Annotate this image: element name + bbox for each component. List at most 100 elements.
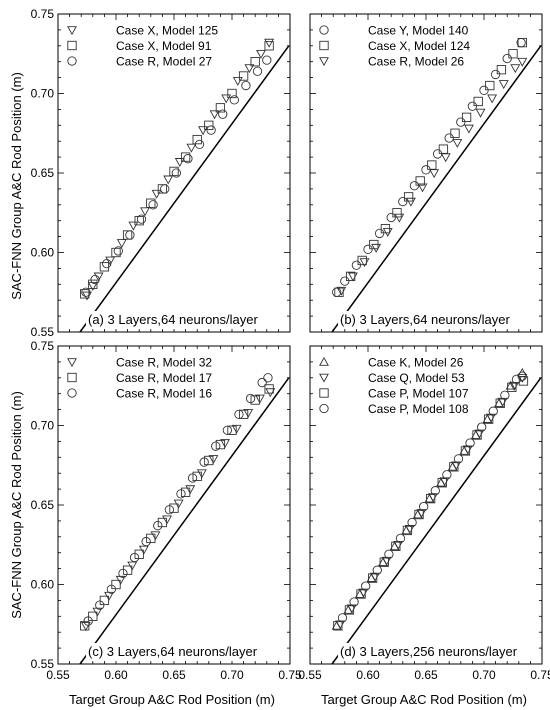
data-point	[372, 565, 382, 575]
data-point	[125, 230, 135, 240]
data-point	[419, 501, 429, 512]
data-point	[429, 169, 440, 179]
legend-marker	[319, 388, 329, 398]
data-point	[209, 110, 220, 120]
data-point	[80, 621, 90, 631]
data-point	[208, 455, 219, 465]
x-axis-title-left: Target Group A&C Rod Position (m)	[69, 692, 275, 707]
series-3	[83, 373, 273, 626]
data-point	[194, 139, 205, 150]
data-point	[518, 376, 529, 386]
series-3	[336, 57, 528, 296]
panel-annotation: (a) 3 Layers,64 neurons/layer	[88, 312, 258, 327]
panel-annotation: (c) 3 Layers,64 neurons/layer	[88, 644, 258, 659]
data-point	[407, 517, 417, 528]
y-tick-label: 0.75	[31, 7, 55, 21]
data-point	[384, 549, 394, 559]
x-tick-label: 0.75	[530, 668, 550, 682]
data-point	[517, 371, 527, 381]
data-point	[349, 597, 359, 607]
data-point	[80, 289, 90, 299]
data-point	[227, 425, 237, 435]
data-point	[340, 276, 350, 286]
y-tick-label: 0.70	[31, 419, 55, 433]
data-point	[371, 243, 382, 253]
data-point	[444, 133, 454, 143]
data-point	[204, 455, 214, 466]
data-point	[171, 168, 181, 178]
data-point	[500, 390, 510, 400]
data-point	[265, 388, 276, 398]
reference-line	[79, 45, 290, 333]
data-point	[430, 486, 440, 496]
legend-marker	[67, 40, 77, 51]
data-point	[150, 531, 161, 541]
data-point	[183, 154, 193, 164]
data-point	[374, 228, 385, 239]
data-point	[452, 138, 463, 148]
data-point	[472, 430, 482, 440]
legend-label: Case R, Model 32	[116, 356, 212, 370]
data-point	[386, 212, 396, 223]
data-point	[99, 595, 110, 606]
data-point	[405, 197, 416, 207]
annotation-backing	[86, 311, 282, 329]
x-tick-label: 0.70	[220, 668, 244, 682]
data-point	[414, 509, 424, 520]
data-point	[220, 439, 231, 449]
legend-label: Case R, Model 17	[116, 371, 212, 385]
data-point	[438, 144, 449, 154]
annotation-backing	[86, 643, 282, 661]
data-point	[176, 489, 186, 499]
series-1	[80, 388, 276, 631]
data-point	[460, 446, 471, 456]
data-point	[510, 64, 521, 74]
data-point	[134, 216, 144, 226]
data-point	[187, 473, 198, 483]
series-2	[334, 37, 527, 297]
series-2	[80, 41, 274, 299]
data-point	[211, 441, 221, 451]
data-point	[204, 120, 214, 130]
data-point	[83, 616, 93, 626]
data-point	[432, 149, 443, 159]
data-point	[356, 589, 366, 599]
data-point	[198, 126, 208, 136]
data-point	[134, 549, 144, 559]
legend-marker	[319, 403, 329, 414]
data-point	[241, 80, 251, 91]
data-point	[351, 260, 362, 270]
data-point	[95, 600, 105, 610]
data-point	[244, 64, 255, 74]
legend-marker	[319, 40, 329, 51]
data-point	[367, 573, 378, 583]
data-point	[502, 53, 512, 64]
data-point	[437, 478, 447, 488]
data-point	[402, 525, 413, 536]
data-point	[111, 247, 121, 258]
data-point	[421, 165, 431, 175]
reference-line	[331, 45, 542, 333]
data-point	[505, 380, 516, 390]
legend-marker	[67, 388, 77, 398]
legend-marker	[67, 26, 77, 36]
series-4	[337, 371, 527, 623]
data-point	[496, 64, 507, 75]
data-point	[199, 457, 209, 467]
legend-label: Case X, Model 125	[116, 24, 218, 38]
data-point	[398, 196, 408, 207]
legend-marker	[67, 358, 77, 368]
data-point	[113, 246, 123, 256]
annotation-backing	[338, 311, 534, 329]
data-point	[122, 230, 133, 240]
data-point	[206, 125, 216, 135]
legend-marker	[319, 373, 329, 383]
data-point	[238, 71, 249, 81]
data-point	[427, 160, 437, 170]
data-point	[403, 192, 414, 202]
panel-annotation: (b) 3 Layers,64 neurons/layer	[340, 312, 510, 327]
data-point	[160, 184, 170, 194]
data-point	[475, 108, 486, 118]
legend-marker	[319, 25, 329, 35]
